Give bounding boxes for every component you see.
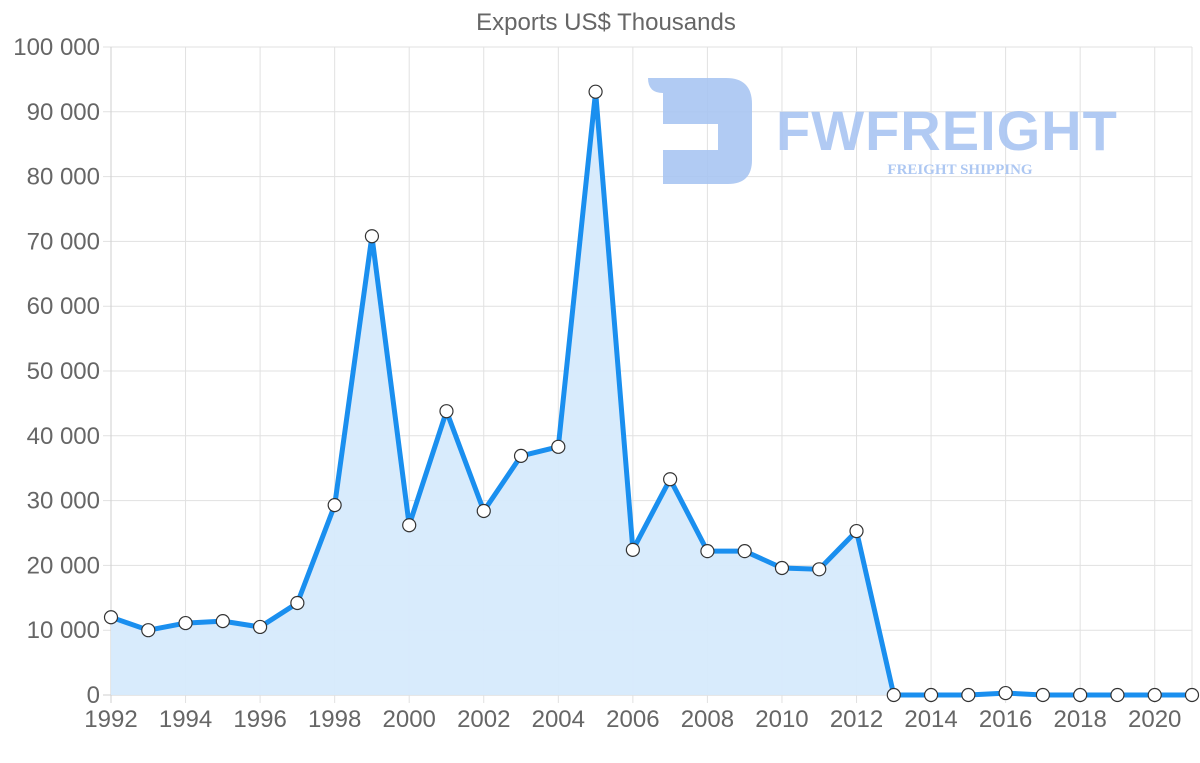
data-point[interactable] — [476, 503, 491, 519]
data-point[interactable] — [178, 615, 193, 631]
data-point[interactable] — [1110, 687, 1125, 703]
data-point[interactable] — [253, 619, 268, 635]
y-axis: 0 10 000 20 000 30 000 40 000 50 000 60 000 70 … — [13, 34, 100, 709]
data-point[interactable] — [812, 562, 827, 577]
data-point[interactable] — [1035, 687, 1050, 703]
data-point[interactable] — [588, 84, 603, 99]
data-point[interactable] — [327, 498, 342, 513]
y-tick-label: 60 000 — [27, 293, 100, 320]
y-tick-label: 0 — [87, 682, 100, 709]
y-tick-label: 90 000 — [27, 99, 100, 126]
x-tick-label: 2018 — [1053, 706, 1106, 733]
y-tick-label: 100 000 — [13, 34, 100, 61]
data-points — [103, 84, 1200, 703]
x-tick-label: 1994 — [159, 706, 212, 733]
y-tick-label: 50 000 — [27, 358, 100, 385]
data-point[interactable] — [402, 518, 417, 533]
data-point[interactable] — [961, 687, 976, 703]
data-point[interactable] — [998, 685, 1013, 701]
x-tick-label: 1996 — [233, 706, 286, 733]
data-point[interactable] — [103, 610, 119, 625]
y-tick-label: 20 000 — [27, 552, 100, 579]
data-point[interactable] — [141, 623, 156, 638]
x-tick-label: 2000 — [383, 706, 436, 733]
y-tick-label: 30 000 — [27, 488, 100, 515]
gridlines — [103, 46, 1193, 703]
data-point[interactable] — [364, 229, 380, 244]
x-tick-label: 2016 — [979, 706, 1032, 733]
exports-series — [110, 89, 1192, 698]
watermark-brand: FWFREIGHT — [776, 99, 1118, 162]
y-tick-label: 40 000 — [27, 423, 100, 450]
data-point[interactable] — [1073, 687, 1088, 703]
y-tick-label: 10 000 — [27, 617, 100, 644]
x-tick-label: 1992 — [84, 706, 137, 733]
data-point[interactable] — [886, 687, 901, 703]
x-tick-label: 2006 — [606, 706, 659, 733]
watermark-tagline: FREIGHT SHIPPING — [887, 162, 1032, 178]
fwfreight-watermark: FWFREIGHT FREIGHT SHIPPING — [648, 78, 1118, 184]
data-point[interactable] — [439, 404, 454, 419]
data-point[interactable] — [290, 595, 305, 611]
data-point[interactable] — [625, 542, 640, 557]
x-tick-label: 2008 — [681, 706, 734, 733]
x-tick-label: 2002 — [457, 706, 510, 733]
x-tick-label: 2014 — [904, 706, 957, 733]
chart-title: Exports US$ Thousands — [476, 9, 736, 36]
data-point[interactable] — [1147, 687, 1162, 703]
data-point[interactable] — [663, 472, 678, 487]
data-point[interactable] — [551, 439, 566, 454]
x-tick-label: 2004 — [532, 706, 585, 733]
y-tick-label: 70 000 — [27, 228, 100, 255]
data-point[interactable] — [737, 544, 752, 559]
data-point[interactable] — [774, 560, 790, 576]
data-point[interactable] — [513, 448, 529, 463]
area-fill — [111, 91, 1192, 695]
x-axis: 1992 1994 1996 1998 2000 2002 2004 2006 2008 2010… — [84, 706, 1181, 733]
x-tick-label: 2020 — [1128, 706, 1181, 733]
x-tick-label: 2012 — [830, 706, 883, 733]
data-point[interactable] — [215, 614, 230, 629]
data-point[interactable] — [700, 544, 715, 559]
data-point[interactable] — [1184, 687, 1200, 703]
x-tick-label: 2010 — [755, 706, 808, 733]
fwfreight-logo-icon — [648, 78, 752, 184]
x-tick-label: 1998 — [308, 706, 361, 733]
data-point[interactable] — [849, 523, 864, 539]
data-point[interactable] — [923, 687, 939, 703]
y-tick-label: 80 000 — [27, 164, 100, 191]
